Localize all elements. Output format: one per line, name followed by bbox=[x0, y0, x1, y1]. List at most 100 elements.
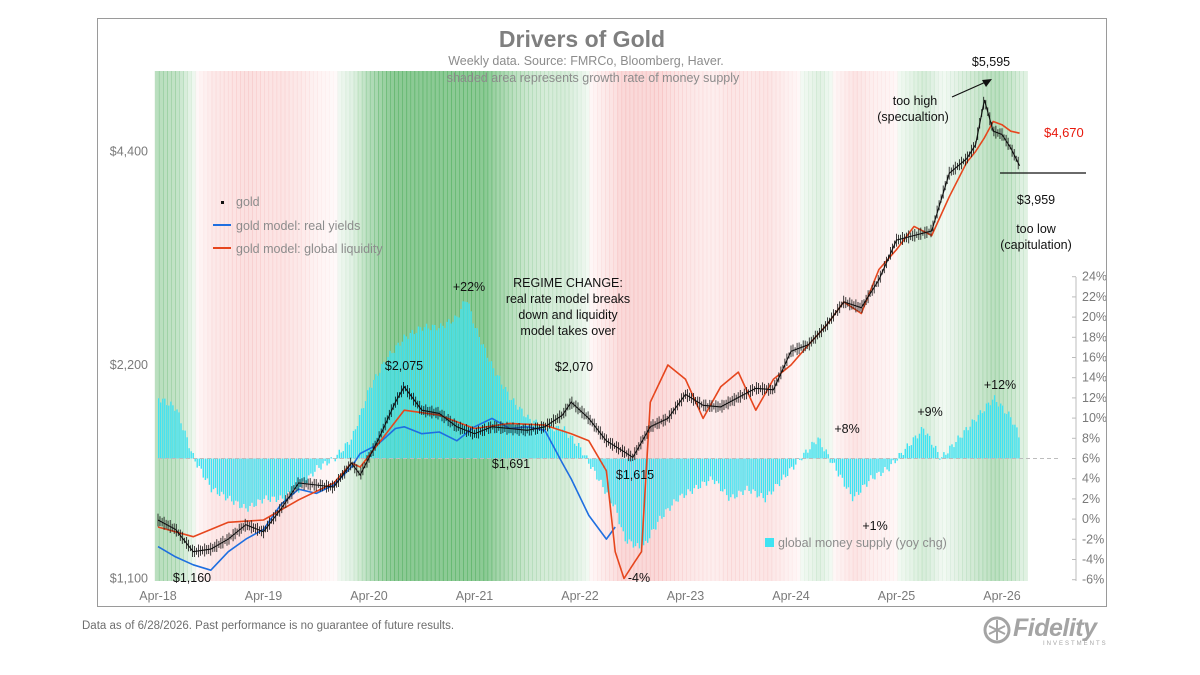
money-supply-bar bbox=[722, 458, 724, 492]
shading-band bbox=[442, 71, 448, 581]
money-supply-bar bbox=[557, 425, 560, 459]
money-supply-bar bbox=[371, 387, 373, 459]
money-supply-bar bbox=[860, 458, 862, 493]
money-supply-bar bbox=[450, 323, 452, 459]
money-supply-bar bbox=[523, 416, 525, 459]
shading-band bbox=[374, 71, 379, 581]
shading-band bbox=[580, 71, 586, 581]
money-supply-bar bbox=[659, 458, 661, 516]
shading-band bbox=[568, 71, 574, 581]
money-supply-bar bbox=[218, 458, 221, 496]
shading-band bbox=[426, 71, 432, 581]
money-supply-bar bbox=[1016, 427, 1018, 459]
money-supply-bar bbox=[454, 315, 456, 459]
money-supply-bar bbox=[961, 437, 963, 459]
money-supply-bar bbox=[748, 458, 750, 491]
shading-band bbox=[840, 71, 846, 581]
shading-band bbox=[994, 71, 1000, 581]
money-supply-bar bbox=[993, 395, 996, 459]
shading-band bbox=[848, 71, 854, 581]
shading-band bbox=[187, 71, 192, 581]
money-supply-bar bbox=[369, 387, 371, 459]
money-supply-bar bbox=[188, 448, 190, 459]
money-supply-bar bbox=[415, 333, 418, 459]
money-supply-bar bbox=[995, 402, 998, 459]
money-supply-bar bbox=[387, 357, 389, 459]
money-supply-bar bbox=[1018, 437, 1020, 459]
money-supply-bar bbox=[214, 458, 217, 488]
ann-ms-2026: +12% bbox=[984, 378, 1016, 392]
shading-band bbox=[779, 71, 785, 581]
shading-band bbox=[333, 71, 339, 581]
money-supply-bar bbox=[588, 458, 590, 464]
money-supply-bar bbox=[496, 375, 499, 459]
money-supply-bar bbox=[362, 408, 365, 459]
money-supply-bar bbox=[312, 458, 314, 477]
money-supply-bar bbox=[756, 458, 758, 498]
shading-band bbox=[836, 71, 842, 581]
money-supply-bar bbox=[786, 458, 789, 476]
money-supply-bar bbox=[924, 435, 927, 459]
money-supply-bar bbox=[699, 458, 702, 489]
shading-band bbox=[163, 71, 168, 581]
x-tick-label: Apr-18 bbox=[139, 589, 177, 603]
money-supply-bar bbox=[959, 437, 961, 459]
money-supply-bar bbox=[419, 327, 422, 459]
money-supply-bar bbox=[241, 458, 243, 508]
fidelity-logo: Fidelity INVESTMENTS bbox=[983, 614, 1133, 648]
shading-band bbox=[629, 71, 635, 581]
shading-band bbox=[662, 71, 667, 581]
money-supply-bar bbox=[973, 420, 975, 459]
money-supply-bar bbox=[622, 458, 624, 532]
shading-band bbox=[576, 71, 582, 581]
shading-band bbox=[609, 71, 614, 581]
money-supply-bar bbox=[673, 458, 675, 500]
money-supply-bar bbox=[324, 458, 326, 462]
money-supply-bar bbox=[480, 344, 482, 459]
money-supply-bar bbox=[724, 458, 726, 490]
money-supply-bar bbox=[758, 458, 760, 497]
money-supply-bar bbox=[334, 458, 336, 462]
shading-band bbox=[503, 71, 509, 581]
gold-weekly-ticks bbox=[157, 96, 1019, 558]
money-supply-bar bbox=[553, 431, 555, 459]
money-supply-bar bbox=[486, 357, 489, 459]
money-supply-bar bbox=[180, 423, 182, 459]
money-supply-bar bbox=[571, 436, 574, 459]
money-supply-bar bbox=[500, 384, 503, 459]
money-supply-bar bbox=[573, 443, 576, 459]
shading-band bbox=[227, 71, 233, 581]
money-supply-bar bbox=[947, 453, 949, 459]
shading-band bbox=[585, 71, 590, 581]
shading-band bbox=[812, 71, 817, 581]
shading-band bbox=[337, 71, 343, 581]
money-supply-bar bbox=[367, 390, 369, 459]
money-supply-bar bbox=[598, 458, 600, 481]
money-supply-bar bbox=[582, 455, 584, 459]
shading-band bbox=[280, 71, 286, 581]
money-supply-bar bbox=[829, 458, 831, 463]
money-supply-bar bbox=[466, 302, 468, 459]
money-supply-bar bbox=[685, 458, 687, 496]
money-supply-bar bbox=[227, 458, 229, 499]
shading-band bbox=[775, 71, 781, 581]
money-supply-bar bbox=[580, 447, 582, 459]
money-supply-bar bbox=[306, 458, 308, 484]
shading-band bbox=[1002, 71, 1008, 581]
shading-band bbox=[589, 71, 594, 581]
right-tick-label: 14% bbox=[1082, 371, 1106, 385]
real-yields-line bbox=[157, 417, 616, 572]
money-supply-bar bbox=[931, 444, 933, 459]
money-supply-bar bbox=[326, 458, 328, 466]
shading-band bbox=[1011, 71, 1016, 581]
shading-band bbox=[313, 71, 318, 581]
shading-band bbox=[353, 71, 359, 581]
money-supply-bar bbox=[742, 458, 744, 495]
money-supply-bar bbox=[377, 375, 379, 459]
money-supply-bar bbox=[953, 447, 955, 459]
right-tick-label: 20% bbox=[1082, 310, 1106, 324]
money-supply-bar bbox=[849, 458, 852, 495]
shading-band bbox=[735, 71, 740, 581]
shading-band bbox=[560, 71, 566, 581]
money-supply-bar bbox=[776, 458, 779, 485]
